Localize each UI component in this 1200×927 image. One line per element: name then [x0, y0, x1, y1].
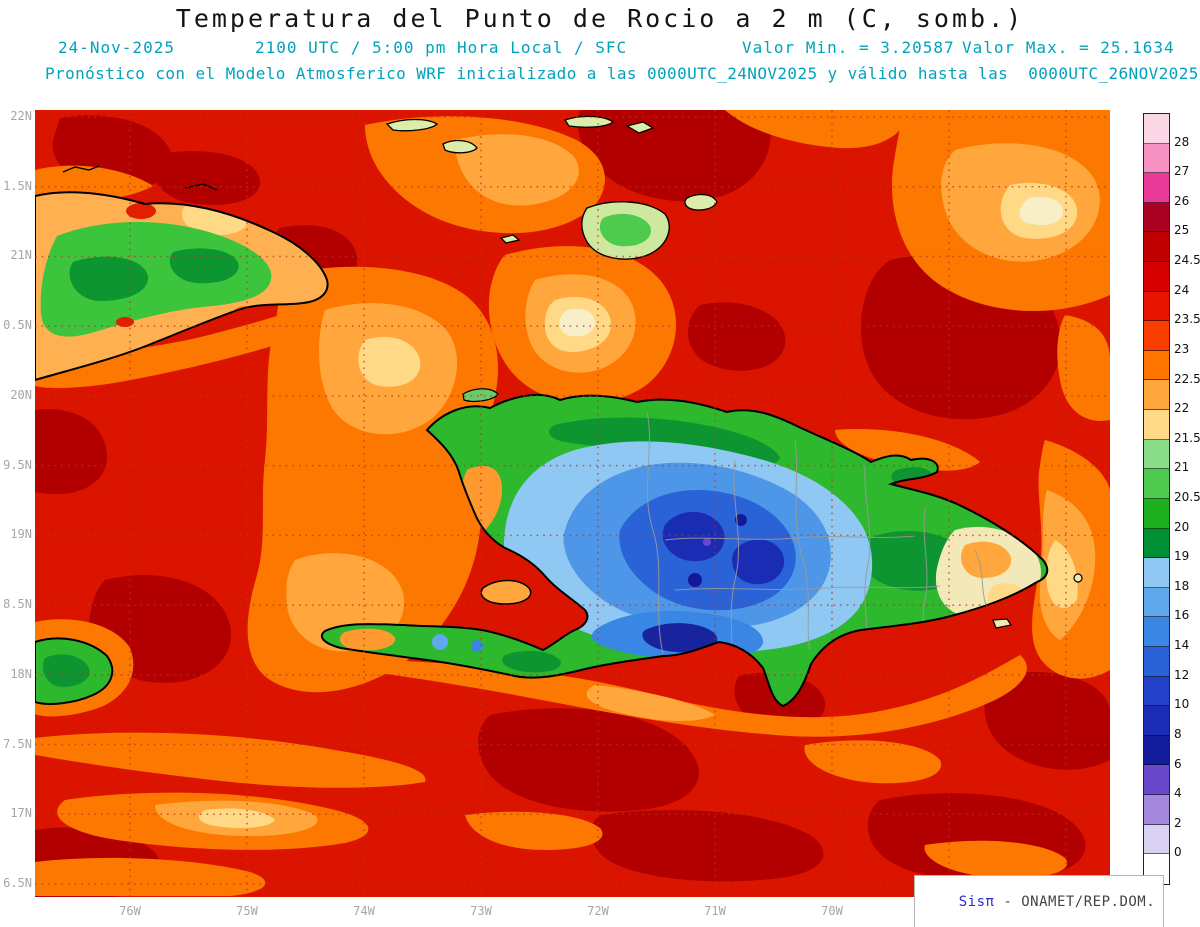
colorbar-segment [1144, 617, 1169, 647]
colorbar-segment [1144, 262, 1169, 292]
lon-tick-label: 75W [236, 904, 258, 918]
colorbar-tick-label: 4 [1174, 786, 1182, 801]
credit-text: - ONAMET/REP.DOM. [994, 894, 1156, 910]
colorbar-segment [1144, 350, 1169, 381]
colorbar-tick-label: 22.5 [1174, 371, 1200, 386]
saona-island [992, 618, 1012, 629]
colorbar-tick-label: 19 [1174, 549, 1190, 564]
province-borders [646, 411, 988, 659]
forecast-line: Pronóstico con el Modelo Atmosferico WRF… [45, 64, 1199, 83]
colorbar-tick-label: 22 [1174, 401, 1190, 416]
colorbar-segment [1144, 469, 1169, 499]
hispaniola-landmass [320, 393, 1049, 707]
lat-tick-label: 20N [10, 387, 32, 402]
lat-tick-label: 21N [10, 248, 32, 263]
colorbar-segment [1144, 498, 1169, 529]
colorbar-segment [1144, 706, 1169, 736]
lon-tick-label: 76W [119, 904, 141, 918]
colorbar-tick-label: 24.5 [1174, 253, 1200, 268]
colorbar-segment [1144, 765, 1169, 796]
valid-date: 24-Nov-2025 [58, 38, 175, 57]
gonave-island [480, 579, 532, 605]
colorbar-tick-label: 24 [1174, 282, 1190, 297]
lat-tick-label: 22N [10, 109, 32, 123]
colorbar-tick-label: 23 [1174, 341, 1190, 356]
bahama-cays [385, 115, 718, 244]
lat-tick-label: 6.5N [3, 875, 32, 890]
colorbar-segment [1144, 795, 1169, 825]
colorbar-segment [1144, 439, 1169, 470]
colorbar-tick-label: 12 [1174, 667, 1190, 682]
colorbar-segment [1144, 528, 1169, 559]
plot-area [34, 110, 1110, 897]
small-islands [462, 388, 1083, 629]
colorbar-tick-label: 23.5 [1174, 312, 1200, 327]
lat-tick-label: 9.5N [3, 457, 32, 472]
coastline-fragments [62, 165, 218, 191]
colorbar-segment [1144, 173, 1169, 203]
lat-tick-label: 8.5N [3, 597, 32, 612]
colorbar-segment [1144, 143, 1169, 174]
lon-tick-label: 71W [704, 904, 726, 918]
lon-tick-label: 74W [353, 904, 375, 918]
colorbar-tick-label: 26 [1174, 193, 1190, 208]
colorbar-segment [1144, 735, 1169, 766]
colorbar-tick-label: 6 [1174, 756, 1182, 771]
dewpoint-contour-map [34, 110, 1110, 897]
colorbar-tick-label: 21.5 [1174, 430, 1200, 445]
colorbar-tick-label: 10 [1174, 697, 1190, 712]
colorbar-segment [1144, 232, 1169, 263]
colorbar-tick-label: 25 [1174, 223, 1190, 238]
sispi-logo: Sisπ [958, 894, 995, 910]
lat-tick-label: 19N [10, 527, 32, 542]
great-inagua-island [581, 201, 670, 260]
sea-cream-cores [559, 196, 1064, 337]
colorbar-tick-label: 16 [1174, 608, 1190, 623]
colorbar-segment [1144, 380, 1169, 411]
credit-box: Sisπ - ONAMET/REP.DOM. [914, 875, 1165, 927]
colorbar-tick-label: 18 [1174, 578, 1190, 593]
colorbar-segment [1144, 410, 1169, 440]
colorbar-segment [1144, 558, 1169, 588]
lat-tick-label: 7.5N [3, 736, 32, 751]
colorbar-tick-label: 0 [1174, 845, 1182, 860]
lon-tick-label: 72W [587, 904, 609, 918]
colorbar-segment [1144, 114, 1169, 144]
valid-time: 2100 UTC / 5:00 pm Hora Local / SFC [255, 38, 628, 57]
value-max-label: Valor Max. = 25.1634 [962, 38, 1175, 57]
colorbar-segment [1144, 202, 1169, 233]
colorbar-tick-label: 20.5 [1174, 490, 1200, 504]
lat-tick-label: 1.5N [3, 178, 32, 193]
colorbar-tick-label: 21 [1174, 460, 1190, 475]
lat-tick-label: 18N [10, 666, 32, 681]
colorbar-segment [1144, 646, 1169, 677]
lon-tick-label: 73W [470, 904, 492, 918]
colorbar-segment [1144, 587, 1169, 618]
colorbar-segments [1144, 114, 1169, 884]
colorbar-segment [1144, 824, 1169, 855]
sea-pale-orange-cores [199, 182, 1078, 828]
colorbar-tick-label: 20 [1174, 519, 1190, 534]
jamaica-landmass [34, 637, 114, 705]
mona-island [1073, 573, 1083, 583]
lat-tick-label: 0.5N [3, 318, 32, 333]
colorbar-tick-label: 8 [1174, 726, 1182, 741]
colorbar-tick-label: 28 [1174, 134, 1190, 149]
colorbar-segment [1144, 676, 1169, 707]
graticule [35, 110, 1110, 897]
colorbar-tick-label: 27 [1174, 164, 1190, 179]
colorbar-segment [1144, 291, 1169, 322]
value-min-label: Valor Min. = 3.20587 [742, 38, 955, 57]
colorbar [1143, 113, 1170, 885]
colorbar-segment [1144, 321, 1169, 351]
lon-tick-label: 70W [821, 904, 843, 918]
colorbar-tick-label: 14 [1174, 638, 1190, 653]
colorbar-tick-label: 2 [1174, 815, 1182, 830]
map-title: Temperatura del Punto de Rocio a 2 m (C,… [175, 4, 1025, 33]
lat-tick-label: 17N [10, 806, 32, 821]
